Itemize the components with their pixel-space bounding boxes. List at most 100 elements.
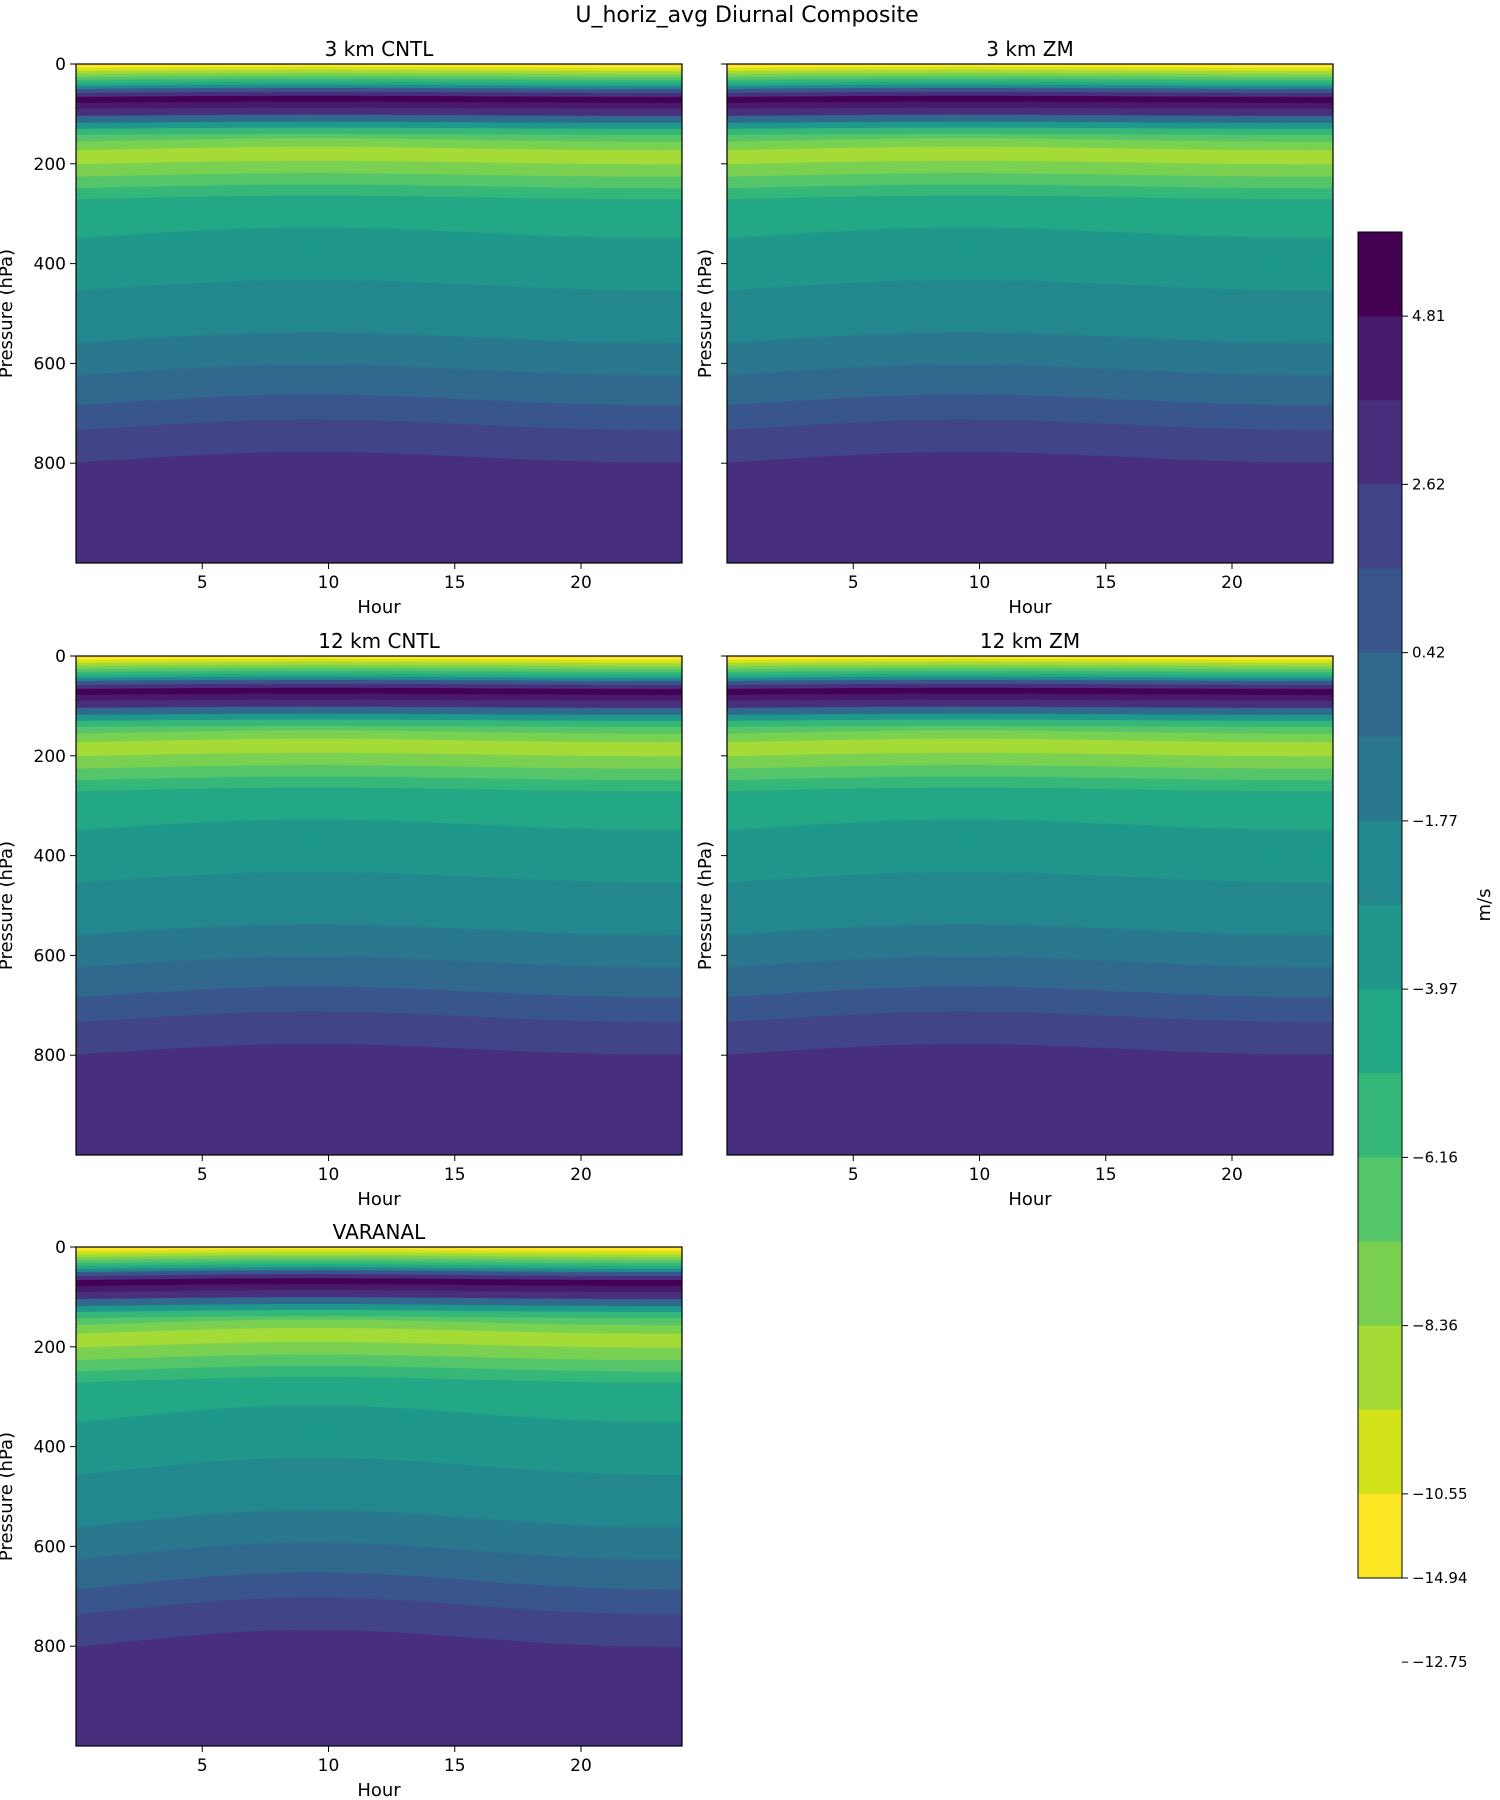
colorbar-tick-label: 0.42 [1412, 644, 1445, 662]
figure-title: U_horiz_avg Diurnal Composite [575, 3, 918, 28]
colorbar-tick-label: −14.94 [1412, 1569, 1468, 1587]
colorbar-swatch [1358, 820, 1402, 906]
panel-title: 12 km ZM [980, 629, 1080, 653]
contour-band [76, 451, 682, 563]
colorbar-swatch [1358, 484, 1402, 569]
colorbar-swatch [1358, 1409, 1402, 1495]
x-axis-label: Hour [357, 1189, 401, 1210]
x-tick-label: 20 [1221, 1165, 1243, 1185]
x-tick-label: 10 [318, 1756, 340, 1776]
colorbar-tick-label: 4.81 [1412, 307, 1445, 325]
y-tick-label: 800 [34, 454, 66, 474]
colorbar-tick-label: −6.16 [1412, 1148, 1458, 1166]
x-tick-label: 10 [969, 573, 991, 593]
x-tick-label: 10 [318, 573, 340, 593]
x-tick-label: 5 [197, 1165, 208, 1185]
x-axis-label: Hour [1008, 1189, 1052, 1210]
x-axis-label: Hour [1008, 597, 1052, 618]
y-axis-label: Pressure (hPa) [695, 841, 716, 970]
y-tick-label: 200 [34, 747, 66, 767]
panel-1: 3 km CNTL 5 10 15 20 Hour 0 200 400 600 800 Pressur… [0, 37, 683, 618]
contour-field [76, 656, 682, 1155]
colorbar-frame [1357, 231, 1403, 1579]
x-tick-label: 15 [1095, 1165, 1117, 1185]
colorbar-swatch [1358, 905, 1402, 990]
y-tick-label: 600 [34, 1537, 66, 1557]
colorbar-tick-label: −10.55 [1412, 1485, 1468, 1503]
colorbar-swatch [1358, 1493, 1402, 1579]
contour-band [76, 1043, 682, 1155]
colorbar-swatch [1358, 736, 1402, 822]
contour-band [727, 451, 1333, 563]
x-tick-label: 15 [444, 1756, 466, 1776]
x-tick-label: 5 [848, 573, 859, 593]
panel-3: 12 km CNTL 5 10 15 20 Hour 0 200 400 600 800 Pressu… [0, 629, 683, 1210]
colorbar-tick-label: −1.77 [1412, 812, 1458, 830]
x-axis-label: Hour [357, 1780, 401, 1800]
x-tick-label: 5 [848, 1165, 859, 1185]
y-tick-label: 800 [34, 1046, 66, 1066]
colorbar-swatch [1358, 400, 1402, 485]
colorbar-swatch [1358, 1325, 1402, 1411]
y-tick-label: 400 [34, 847, 66, 867]
x-axis-label: Hour [357, 597, 401, 618]
x-tick-label: 15 [1095, 573, 1117, 593]
colorbar-tick-label: −3.97 [1412, 980, 1458, 998]
plot-frame [75, 1246, 683, 1747]
x-tick-label: 15 [444, 1165, 466, 1185]
y-axis-label: Pressure (hPa) [0, 1432, 17, 1561]
panel-4: 12 km ZM 5 10 15 20 Hour Pressure (hPa) [695, 629, 1334, 1210]
panel-2: 3 km ZM 5 10 15 20 Hour Pressure (hPa) [695, 37, 1334, 618]
y-tick-label: 400 [34, 1438, 66, 1458]
y-tick-label: 600 [34, 354, 66, 374]
colorbar-swatch [1358, 989, 1402, 1074]
colorbar-tick-label: −12.75 [1412, 1653, 1468, 1671]
panel-title: 3 km ZM [986, 37, 1073, 61]
colorbar-swatch [1358, 1073, 1402, 1158]
contour-field [76, 64, 682, 563]
x-tick-label: 10 [969, 1165, 991, 1185]
y-tick-label: 0 [55, 55, 66, 75]
y-tick-label: 0 [55, 647, 66, 667]
plot-frame [75, 63, 683, 564]
x-tick-label: 20 [570, 573, 592, 593]
contour-band [727, 1043, 1333, 1155]
panel-5: VARANAL 5 10 15 20 Hour 0 200 400 600 800 Pressure … [0, 1220, 683, 1800]
colorbar: 4.81 2.62 0.42 −1.77 −3.97 −6.16 −8.36 −10.55 −1… [1357, 231, 1495, 1671]
x-tick-label: 15 [444, 573, 466, 593]
colorbar-swatch [1358, 652, 1402, 738]
x-tick-label: 5 [197, 573, 208, 593]
panel-title: 12 km CNTL [318, 629, 440, 653]
x-tick-label: 20 [570, 1165, 592, 1185]
colorbar-swatch [1358, 1241, 1402, 1327]
plot-frame [726, 63, 1334, 564]
y-axis-label: Pressure (hPa) [0, 249, 17, 378]
colorbar-label: m/s [1474, 889, 1495, 922]
contour-field [727, 64, 1333, 563]
contour-band [76, 1629, 682, 1746]
colorbar-tick-label: −8.36 [1412, 1317, 1458, 1335]
plot-frame [75, 655, 683, 1156]
x-tick-label: 10 [318, 1165, 340, 1185]
y-tick-label: 600 [34, 946, 66, 966]
contour-field [76, 1247, 682, 1746]
y-axis-label: Pressure (hPa) [695, 249, 716, 378]
x-tick-label: 5 [197, 1756, 208, 1776]
colorbar-swatch [1358, 232, 1402, 317]
y-tick-label: 400 [34, 255, 66, 275]
y-tick-label: 200 [34, 1338, 66, 1358]
plot-frame [726, 655, 1334, 1156]
contour-field [727, 656, 1333, 1155]
x-tick-label: 20 [1221, 573, 1243, 593]
y-tick-label: 200 [34, 155, 66, 175]
colorbar-swatch [1358, 316, 1402, 401]
colorbar-swatch [1358, 1157, 1402, 1242]
y-tick-label: 0 [55, 1238, 66, 1258]
colorbar-swatch [1358, 568, 1402, 654]
y-axis-label: Pressure (hPa) [0, 841, 17, 970]
x-tick-label: 20 [570, 1756, 592, 1776]
panel-title: VARANAL [333, 1220, 426, 1244]
colorbar-tick-label: 2.62 [1412, 475, 1445, 493]
